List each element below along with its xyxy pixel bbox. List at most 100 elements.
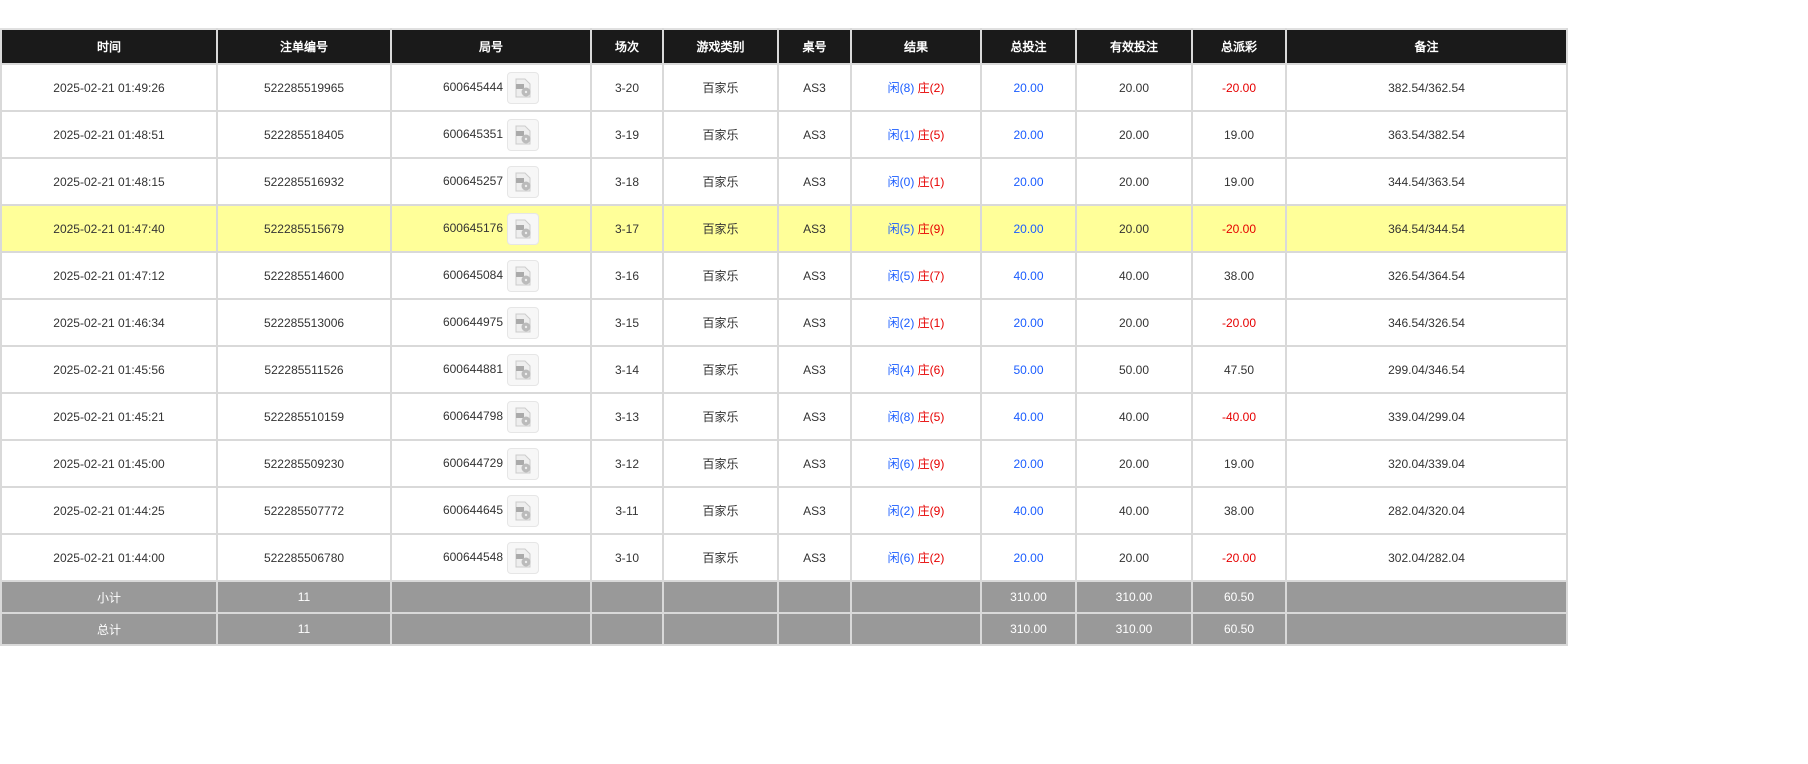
player-result: 闲(2) — [887, 504, 915, 518]
round-number: 600644798 — [442, 408, 504, 423]
cell: AS3 — [777, 298, 852, 347]
cell: 19.00 — [1191, 110, 1287, 159]
cell: 百家乐 — [662, 298, 779, 347]
cell: 闲(6) 庄(9) — [850, 439, 982, 488]
cell: 299.04/346.54 — [1285, 345, 1568, 394]
player-result: 闲(8) — [887, 410, 915, 424]
cell: 522285518405 — [216, 110, 392, 159]
cell: 40.00 — [1075, 392, 1193, 441]
cell: 40.00 — [980, 486, 1077, 535]
cell: 百家乐 — [662, 63, 779, 112]
cell — [662, 612, 779, 646]
cell: AS3 — [777, 110, 852, 159]
video-replay-icon[interactable] — [507, 212, 540, 245]
cell: AS3 — [777, 392, 852, 441]
video-replay-icon[interactable] — [507, 494, 540, 527]
cell: 600644975 — [390, 298, 592, 347]
cell: 522285507772 — [216, 486, 392, 535]
cell: 闲(6) 庄(2) — [850, 533, 982, 582]
video-replay-icon[interactable] — [507, 353, 540, 386]
cell — [590, 580, 664, 614]
cell — [390, 612, 592, 646]
cell — [590, 612, 664, 646]
cell: AS3 — [777, 439, 852, 488]
banker-result: 庄(7) — [917, 269, 945, 283]
video-replay-icon[interactable] — [507, 165, 540, 198]
cell: 40.00 — [1075, 486, 1193, 535]
cell: 2025-02-21 01:45:21 — [0, 392, 218, 441]
cell: 522285516932 — [216, 157, 392, 206]
cell: 11 — [216, 580, 392, 614]
cell: 522285511526 — [216, 345, 392, 394]
video-replay-icon[interactable] — [507, 118, 540, 151]
video-replay-icon[interactable] — [507, 400, 540, 433]
cell: 2025-02-21 01:44:25 — [0, 486, 218, 535]
cell: 302.04/282.04 — [1285, 533, 1568, 582]
cell: 闲(5) 庄(9) — [850, 204, 982, 253]
cell: 闲(8) 庄(5) — [850, 392, 982, 441]
column-header: 总投注 — [980, 28, 1077, 65]
summary-row: 小计 11 310.00 310.00 60.50 — [0, 580, 1568, 614]
cell: 20.00 — [1075, 533, 1193, 582]
banker-result: 庄(6) — [917, 363, 945, 377]
cell: 闲(8) 庄(2) — [850, 63, 982, 112]
cell: 20.00 — [980, 204, 1077, 253]
cell: 326.54/364.54 — [1285, 251, 1568, 300]
cell — [662, 580, 779, 614]
table-row: 2025-02-21 01:47:12 522285514600 600645084… — [0, 251, 1568, 300]
column-header: 有效投注 — [1075, 28, 1193, 65]
cell: 40.00 — [1075, 251, 1193, 300]
cell: AS3 — [777, 204, 852, 253]
column-header: 时间 — [0, 28, 218, 65]
round-number: 600644729 — [442, 455, 504, 470]
cell: 2025-02-21 01:47:12 — [0, 251, 218, 300]
player-result: 闲(5) — [887, 222, 915, 236]
cell: 11 — [216, 612, 392, 646]
cell: 19.00 — [1191, 157, 1287, 206]
video-replay-icon[interactable] — [507, 306, 540, 339]
cell: 363.54/382.54 — [1285, 110, 1568, 159]
banker-result: 庄(1) — [917, 175, 945, 189]
video-replay-icon[interactable] — [507, 541, 540, 574]
player-result: 闲(0) — [887, 175, 915, 189]
column-header: 结果 — [850, 28, 982, 65]
table-row: 2025-02-21 01:46:34 522285513006 600644975… — [0, 298, 1568, 347]
table-header: 时间 注单编号 局号 场次 游戏类别 桌号 结果 总投注 有效投注 总派彩 备注 — [0, 28, 1568, 65]
cell: AS3 — [777, 63, 852, 112]
cell: -20.00 — [1191, 63, 1287, 112]
round-number: 600644881 — [442, 361, 504, 376]
cell: 320.04/339.04 — [1285, 439, 1568, 488]
video-replay-icon[interactable] — [507, 447, 540, 480]
banker-result: 庄(2) — [917, 81, 945, 95]
round-number: 600644975 — [442, 314, 504, 329]
round-number: 600645351 — [442, 126, 504, 141]
cell: 344.54/363.54 — [1285, 157, 1568, 206]
cell: 50.00 — [980, 345, 1077, 394]
cell: 20.00 — [1075, 157, 1193, 206]
cell: 3-15 — [590, 298, 664, 347]
cell: 600644645 — [390, 486, 592, 535]
column-header: 备注 — [1285, 28, 1568, 65]
cell: 60.50 — [1191, 580, 1287, 614]
banker-result: 庄(1) — [917, 316, 945, 330]
cell: 闲(5) 庄(7) — [850, 251, 982, 300]
cell: 闲(4) 庄(6) — [850, 345, 982, 394]
video-replay-icon[interactable] — [507, 259, 540, 292]
cell: 522285510159 — [216, 392, 392, 441]
cell: 600644729 — [390, 439, 592, 488]
cell: -20.00 — [1191, 204, 1287, 253]
round-number: 600645176 — [442, 220, 504, 235]
cell: 20.00 — [1075, 439, 1193, 488]
table-row: 2025-02-21 01:48:51 522285518405 600645351… — [0, 110, 1568, 159]
cell: 3-13 — [590, 392, 664, 441]
player-result: 闲(5) — [887, 269, 915, 283]
cell: 3-18 — [590, 157, 664, 206]
column-header: 桌号 — [777, 28, 852, 65]
cell: -20.00 — [1191, 298, 1287, 347]
cell: AS3 — [777, 486, 852, 535]
cell: 310.00 — [980, 612, 1077, 646]
cell: 小计 — [0, 580, 218, 614]
video-replay-icon[interactable] — [507, 71, 540, 104]
column-header: 游戏类别 — [662, 28, 779, 65]
cell: 百家乐 — [662, 251, 779, 300]
